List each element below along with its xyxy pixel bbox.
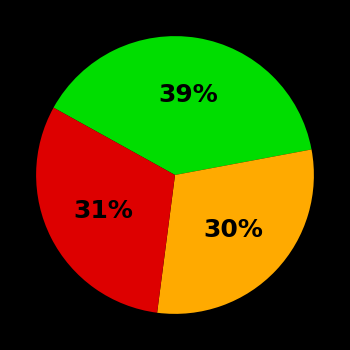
Wedge shape: [36, 108, 175, 313]
Text: 31%: 31%: [73, 199, 133, 223]
Wedge shape: [157, 149, 314, 314]
Text: 39%: 39%: [158, 84, 218, 107]
Text: 30%: 30%: [204, 218, 264, 242]
Wedge shape: [54, 36, 312, 175]
